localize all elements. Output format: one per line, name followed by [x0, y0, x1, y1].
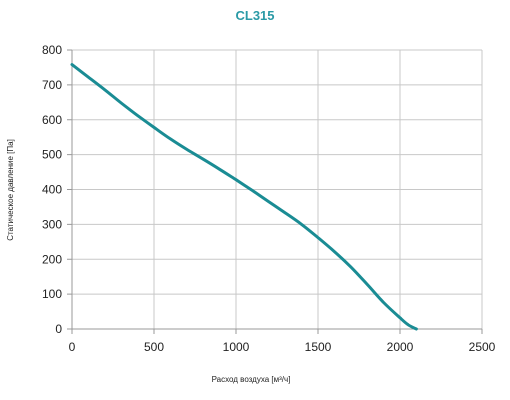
x-tick-label: 2000: [387, 340, 414, 354]
y-tick-labels: 0 100 200 300 400 500 600 700 800: [42, 43, 62, 336]
grid: [72, 49, 483, 329]
series-layer: [70, 63, 418, 331]
x-tick-label: 500: [144, 340, 164, 354]
x-tick-label: 1000: [223, 340, 250, 354]
y-tick-label: 100: [42, 287, 62, 301]
chart-title: CL315: [235, 8, 274, 23]
y-tick-label: 700: [42, 78, 62, 92]
x-tick-label: 1500: [305, 340, 332, 354]
y-tick-label: 600: [42, 113, 62, 127]
series-line: [70, 63, 418, 331]
x-tick-labels: 0 500 1000 1500 2000 2500: [69, 340, 496, 354]
y-tick-label: 400: [42, 183, 62, 197]
y-tick-label: 300: [42, 217, 62, 231]
x-tick-label: 2500: [469, 340, 496, 354]
axes: [67, 49, 483, 334]
y-tick-label: 500: [42, 148, 62, 162]
y-tick-label: 0: [55, 322, 62, 336]
y-tick-label: 800: [42, 43, 62, 57]
x-axis-label: Расход воздуха [м³/ч]: [212, 375, 291, 384]
y-tick-label: 200: [42, 252, 62, 266]
x-tick-label: 0: [69, 340, 76, 354]
y-axis-label: Статическое давление [Па]: [6, 139, 15, 241]
